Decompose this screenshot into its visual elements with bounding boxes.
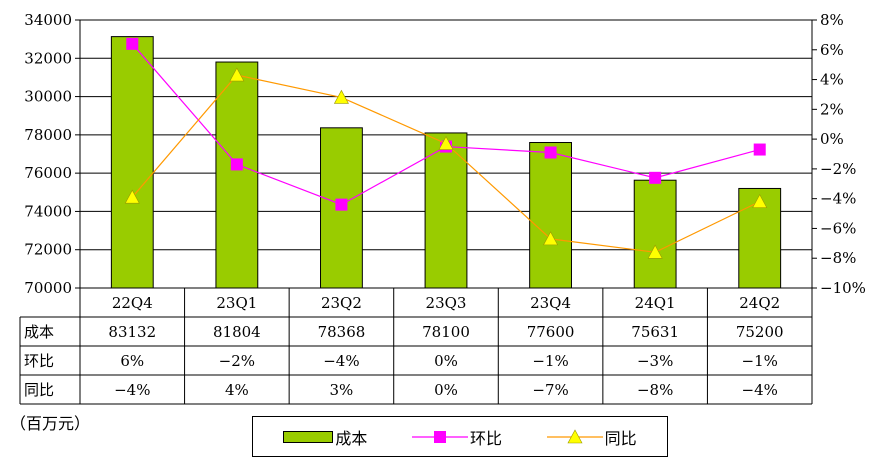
right-tick-label: 2% — [820, 100, 844, 118]
legend-label-qoq: 环比 — [469, 428, 502, 448]
category-label: 23Q3 — [426, 294, 467, 312]
legend-bar-swatch — [283, 430, 334, 443]
right-tick-label: 8% — [820, 11, 844, 29]
marker-yoy — [647, 244, 663, 259]
table-cell: −1% — [742, 352, 778, 370]
bar-cost — [110, 36, 154, 289]
left-tick-label: 32000 — [24, 49, 72, 67]
unit-label: （百万元） — [10, 414, 91, 433]
marker-qoq — [649, 171, 662, 184]
bar-cost — [529, 142, 572, 289]
left-tick-label: 72000 — [24, 241, 72, 259]
legend-item-cost: 成本 — [283, 425, 367, 449]
marker-yoy — [543, 231, 559, 246]
right-tick-label: −8% — [820, 249, 856, 267]
marker-yoy — [333, 89, 349, 104]
right-tick-label: −4% — [820, 190, 856, 208]
category-label: 23Q1 — [216, 294, 257, 312]
table-cell: −2% — [219, 352, 255, 370]
table-row-label: 环比 — [24, 352, 54, 370]
bar-cost — [215, 61, 259, 289]
left-tick-label: 78000 — [24, 126, 72, 144]
category-label: 24Q1 — [635, 294, 676, 312]
left-tick-label: 30000 — [24, 88, 72, 106]
right-tick-label: −2% — [820, 160, 856, 178]
table-cell: −3% — [637, 352, 673, 370]
table-cell: −1% — [532, 352, 568, 370]
table-row-label: 成本 — [24, 323, 54, 341]
category-label: 23Q4 — [530, 294, 571, 312]
table-cell: 77600 — [527, 323, 575, 341]
table-cell: 78100 — [422, 323, 470, 341]
table-cell: 0% — [434, 352, 458, 370]
marker-qoq — [230, 158, 243, 171]
legend: 成本 环比 同比 — [252, 416, 668, 457]
category-label: 23Q2 — [321, 294, 362, 312]
table-cell: −4% — [742, 381, 778, 399]
legend-label-cost: 成本 — [335, 428, 368, 448]
table-cell: 78368 — [318, 323, 366, 341]
table-cell: 75631 — [631, 323, 679, 341]
right-tick-label: 4% — [820, 71, 844, 89]
category-label: 22Q4 — [112, 294, 153, 312]
table-cell: 83132 — [108, 323, 156, 341]
marker-qoq — [544, 146, 557, 159]
marker-yoy — [438, 135, 454, 150]
legend-item-yoy: 同比 — [546, 425, 637, 449]
table-cell: 0% — [434, 381, 458, 399]
table-cell: −4% — [323, 352, 359, 370]
table-row-label: 同比 — [24, 381, 54, 399]
marker-qoq — [126, 37, 139, 50]
marker-yoy — [229, 67, 245, 82]
left-tick-label: 34000 — [24, 11, 72, 29]
legend-label-yoy: 同比 — [604, 428, 637, 448]
right-tick-label: 6% — [820, 41, 844, 59]
legend-qoq-swatch — [411, 430, 468, 443]
bar-cost — [633, 179, 677, 289]
marker-qoq — [753, 143, 766, 156]
marker-qoq — [335, 198, 348, 211]
marker-yoy — [124, 189, 140, 204]
right-tick-label: −6% — [820, 219, 856, 237]
table-cell: −8% — [637, 381, 673, 399]
table-cell: −4% — [114, 381, 150, 399]
table-cell: 81804 — [213, 323, 261, 341]
marker-yoy — [752, 194, 768, 208]
table-cell: 3% — [330, 381, 354, 399]
right-tick-label: −10% — [820, 279, 866, 297]
right-tick-label: 0% — [820, 130, 844, 148]
table-cell: 6% — [120, 352, 144, 370]
left-tick-label: 76000 — [24, 164, 72, 182]
chart: 70000 72000 74000 76000 78000 30000 32000 34000… — [19, 11, 866, 405]
table-cell: 75200 — [736, 323, 784, 341]
table-cell: 4% — [225, 381, 249, 399]
table-cell: −7% — [532, 381, 568, 399]
category-label: 24Q2 — [739, 294, 780, 312]
left-tick-label: 70000 — [24, 279, 72, 297]
legend-yoy-swatch — [546, 428, 603, 443]
left-tick-label: 74000 — [24, 202, 72, 220]
legend-item-qoq: 环比 — [411, 425, 502, 449]
